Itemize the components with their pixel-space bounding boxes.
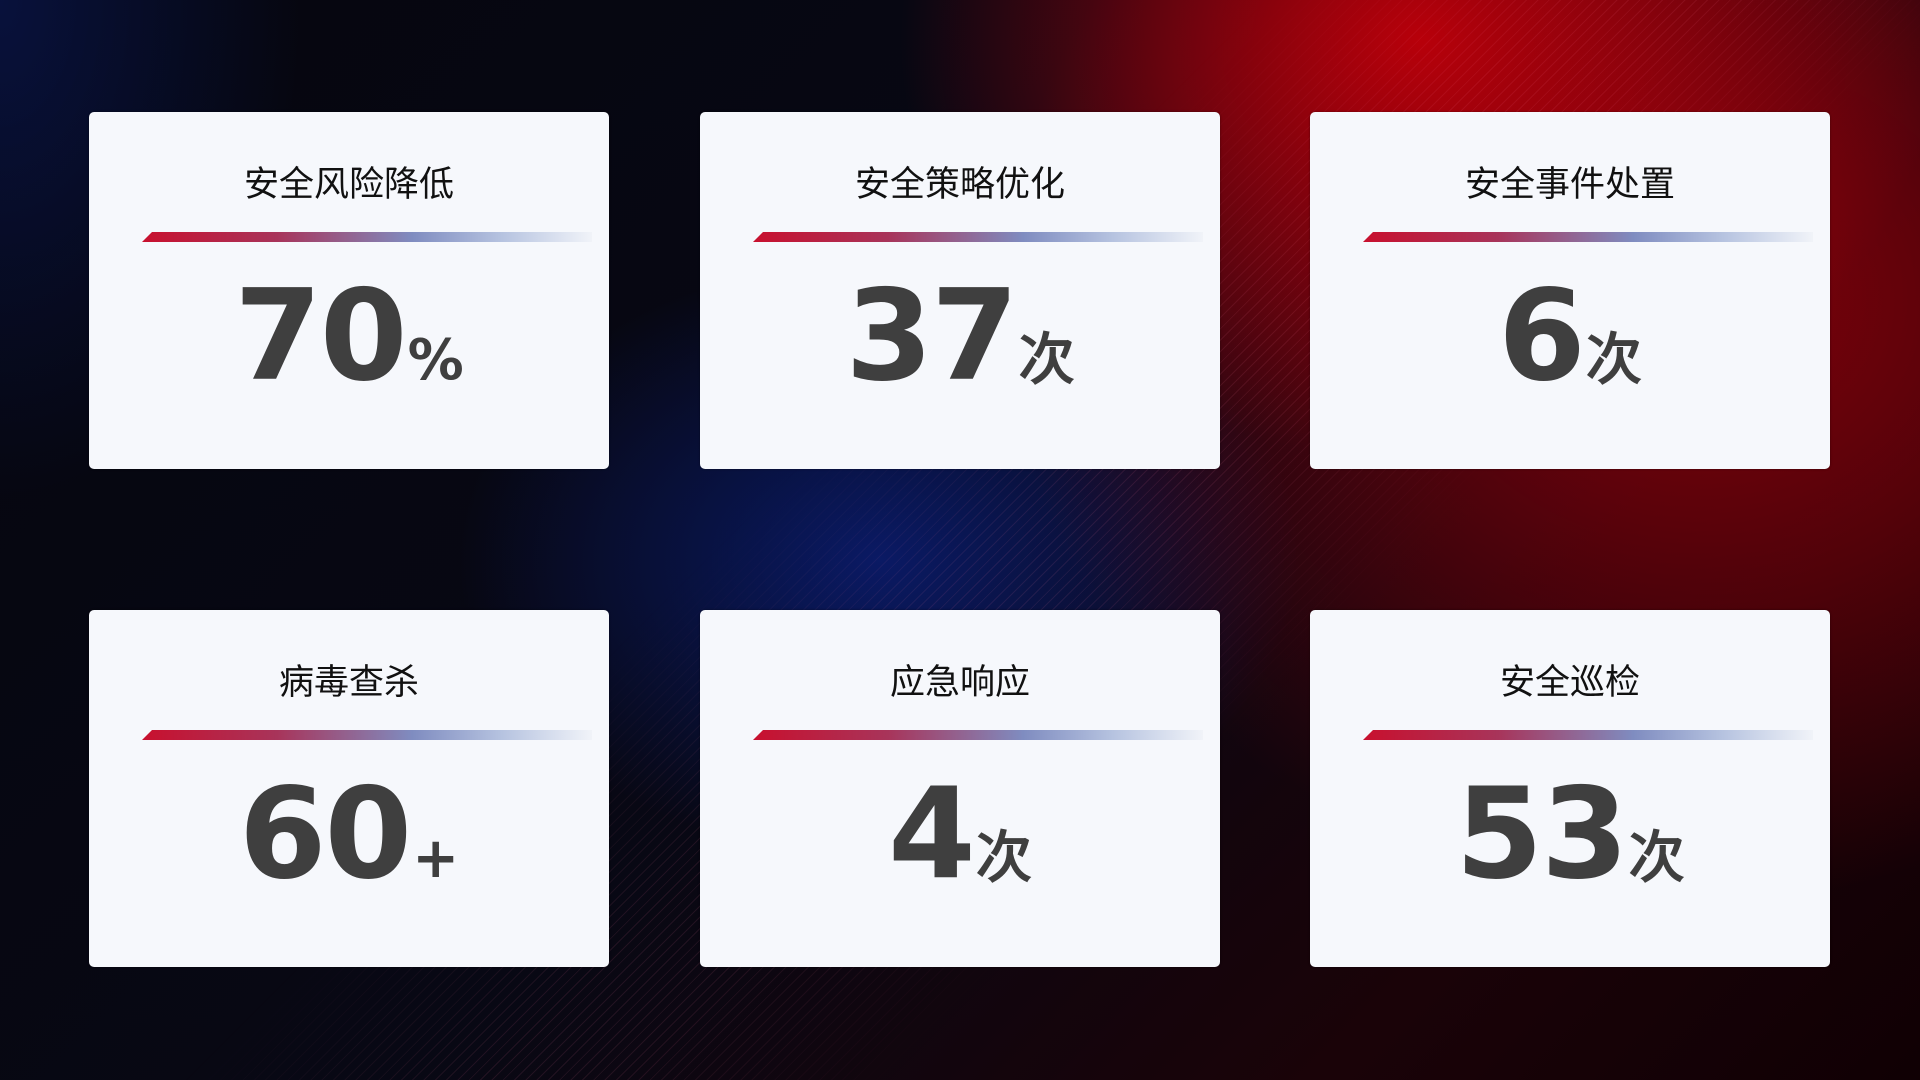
stat-card-virus-removal: 病毒查杀 60+ bbox=[89, 610, 609, 967]
gradient-divider bbox=[142, 232, 592, 242]
stat-card-risk-reduction: 安全风险降低 70% bbox=[89, 112, 609, 469]
gradient-divider bbox=[753, 232, 1203, 242]
card-title: 安全风险降低 bbox=[243, 165, 454, 205]
card-value: 4次 bbox=[700, 760, 1220, 907]
card-title: 病毒查杀 bbox=[278, 663, 419, 703]
value-number: 53 bbox=[1455, 760, 1628, 907]
card-title: 安全事件处置 bbox=[1464, 165, 1675, 205]
value-number: 4 bbox=[888, 760, 976, 907]
card-title: 安全巡检 bbox=[1499, 663, 1640, 703]
value-unit: 次 bbox=[1585, 328, 1642, 393]
card-title: 安全策略优化 bbox=[854, 165, 1065, 205]
value-unit: % bbox=[407, 328, 464, 393]
gradient-divider bbox=[1363, 730, 1813, 740]
stat-card-incident-handling: 安全事件处置 6次 bbox=[1310, 112, 1830, 469]
value-number: 60 bbox=[238, 760, 412, 907]
value-number: 37 bbox=[845, 262, 1018, 409]
value-unit: 次 bbox=[1628, 826, 1685, 891]
value-unit: 次 bbox=[975, 826, 1032, 891]
gradient-divider bbox=[1363, 232, 1813, 242]
card-value: 70% bbox=[89, 262, 609, 409]
value-unit: + bbox=[412, 826, 460, 891]
gradient-divider bbox=[142, 730, 592, 740]
stat-card-policy-optimization: 安全策略优化 37次 bbox=[700, 112, 1220, 469]
card-value: 60+ bbox=[89, 760, 609, 907]
value-unit: 次 bbox=[1018, 328, 1075, 393]
stat-card-emergency-response: 应急响应 4次 bbox=[700, 610, 1220, 967]
card-value: 6次 bbox=[1310, 262, 1830, 409]
stat-card-security-inspection: 安全巡检 53次 bbox=[1310, 610, 1830, 967]
card-title: 应急响应 bbox=[889, 663, 1030, 703]
value-number: 70 bbox=[234, 262, 407, 409]
card-value: 37次 bbox=[700, 262, 1220, 409]
card-value: 53次 bbox=[1310, 760, 1830, 907]
value-number: 6 bbox=[1498, 262, 1586, 409]
gradient-divider bbox=[753, 730, 1203, 740]
